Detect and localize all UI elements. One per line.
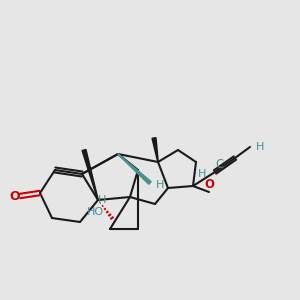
Text: HO: HO bbox=[87, 207, 104, 217]
Polygon shape bbox=[82, 149, 98, 200]
Text: H: H bbox=[256, 142, 264, 152]
Polygon shape bbox=[152, 138, 158, 162]
Text: O: O bbox=[204, 178, 214, 190]
Text: H: H bbox=[98, 195, 106, 205]
Text: C: C bbox=[215, 158, 223, 172]
Text: H: H bbox=[198, 169, 206, 179]
Text: O: O bbox=[10, 190, 20, 202]
Polygon shape bbox=[118, 154, 151, 184]
Text: H: H bbox=[156, 180, 164, 190]
